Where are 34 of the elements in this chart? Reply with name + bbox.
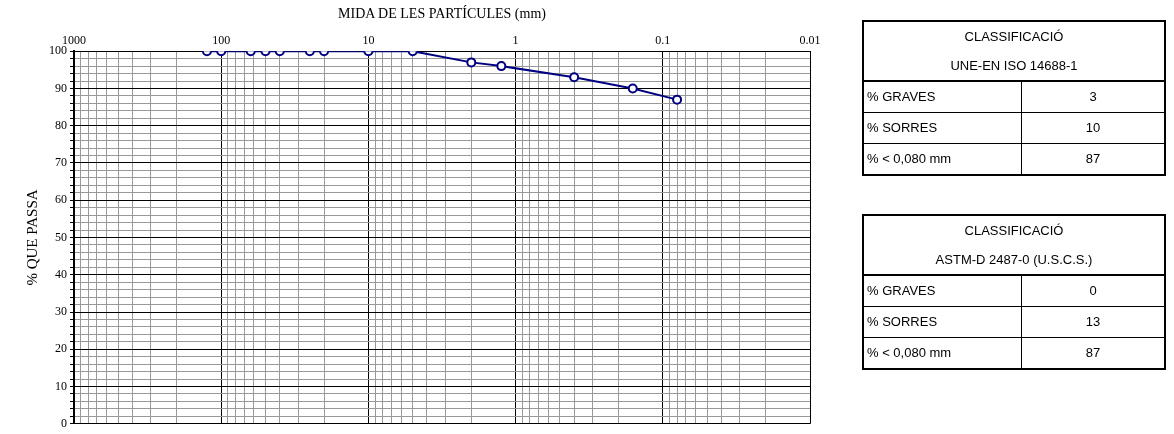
category-label: % < 0,080 mm [864,338,1022,368]
y-tick-label: 20 [55,341,67,356]
x-tick-label: 10 [362,33,375,48]
category-label: % < 0,080 mm [864,144,1022,174]
y-tick-label: 90 [55,80,67,95]
y-tick-label: 60 [55,192,67,207]
data-label: 10 [1084,119,1102,137]
text: ASTM-D 2487-0 (U.S.C.S.) [934,251,1094,269]
y-tick-label: 70 [55,155,67,170]
category-label: % SORRES [864,307,1022,337]
data-label: 0 [1088,282,1098,300]
data-label: 87 [1084,344,1102,362]
category-label: % GRAVES [864,82,1022,112]
y-tick-label: 40 [55,266,67,281]
text: UNE-EN ISO 14688-1 [949,57,1079,75]
y-tick-label: 0 [61,415,67,430]
y-tick-label: 100 [49,43,67,58]
data-label: 3 [1088,88,1098,106]
category-label: % GRAVES [864,276,1022,306]
x-tick-label: 0.01 [799,33,821,48]
data-label: 87 [1084,150,1102,168]
x-tick-label: 100 [212,33,231,48]
y-tick-label: 80 [55,117,67,132]
y-tick-label: 30 [55,304,67,319]
y-axis-title: % QUE PASSA [23,189,40,286]
y-tick-label: 50 [55,229,67,244]
x-axis-title: MIDA DE LES PARTÍCULES (mm) [338,5,547,23]
data-label: 13 [1084,313,1102,331]
x-tick-label: 1 [512,33,519,48]
text: CLASSIFICACIÓ [963,222,1065,240]
y-tick-label: 10 [55,378,67,393]
category-label: % SORRES [864,113,1022,143]
x-tick-label: 0.1 [655,33,671,48]
text: CLASSIFICACIÓ [963,28,1065,46]
